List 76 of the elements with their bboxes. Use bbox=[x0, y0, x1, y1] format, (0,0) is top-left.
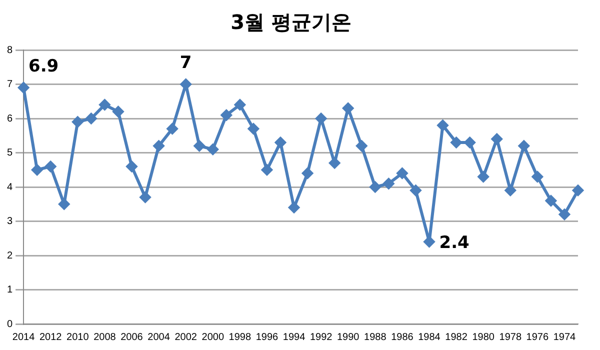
x-tick-label: 2008 bbox=[94, 332, 116, 343]
data-label: 7 bbox=[180, 53, 192, 74]
point bbox=[464, 136, 476, 148]
x-tick-label: 1974 bbox=[553, 332, 576, 343]
point bbox=[153, 140, 164, 152]
point bbox=[234, 99, 246, 110]
y-tick-label: 3 bbox=[7, 216, 13, 227]
point bbox=[478, 171, 489, 182]
point bbox=[207, 144, 218, 155]
point bbox=[437, 120, 448, 131]
point bbox=[248, 123, 259, 134]
point bbox=[342, 102, 354, 114]
point bbox=[274, 136, 286, 148]
x-tick-label: 2010 bbox=[66, 332, 90, 343]
point bbox=[424, 236, 435, 248]
point bbox=[112, 106, 124, 118]
point bbox=[126, 160, 138, 172]
point bbox=[572, 184, 584, 196]
x-tick-label: 1986 bbox=[391, 332, 414, 343]
point bbox=[370, 182, 381, 192]
point bbox=[504, 184, 516, 196]
point bbox=[383, 178, 394, 190]
y-tick-label: 6 bbox=[7, 113, 13, 124]
point bbox=[220, 110, 232, 121]
point bbox=[329, 158, 340, 169]
x-tick-label: 2012 bbox=[39, 332, 62, 343]
point bbox=[558, 208, 570, 220]
y-tick-label: 1 bbox=[7, 284, 13, 296]
x-tick-label: 1978 bbox=[499, 332, 522, 343]
x-tick-label: 1994 bbox=[282, 332, 306, 343]
point bbox=[518, 140, 530, 152]
x-tick-label: 1996 bbox=[256, 332, 279, 343]
point bbox=[166, 123, 178, 134]
point bbox=[72, 116, 84, 128]
point bbox=[86, 113, 97, 124]
point bbox=[58, 198, 70, 210]
x-tick-label: 1990 bbox=[336, 332, 360, 343]
point bbox=[261, 164, 272, 176]
x-tick-label: 2002 bbox=[174, 332, 198, 343]
point bbox=[545, 195, 556, 206]
y-tick-label: 0 bbox=[7, 318, 13, 330]
chart-title: 3월 평균기온 bbox=[230, 10, 352, 34]
x-tick-label: 1984 bbox=[418, 332, 441, 343]
data-label: 6.9 bbox=[28, 56, 59, 77]
data-label: 2.4 bbox=[439, 233, 470, 254]
point bbox=[180, 78, 192, 90]
point bbox=[32, 164, 43, 176]
point bbox=[194, 140, 205, 152]
x-tick-label: 2000 bbox=[202, 332, 224, 343]
x-tick-label: 1976 bbox=[526, 332, 549, 343]
x-tick-label: 2014 bbox=[12, 332, 36, 343]
point bbox=[316, 113, 327, 124]
y-tick-label: 7 bbox=[7, 79, 13, 90]
point bbox=[396, 168, 408, 179]
point bbox=[491, 134, 502, 145]
x-tick-label: 1980 bbox=[472, 332, 495, 343]
y-tick-label: 4 bbox=[7, 182, 13, 193]
x-tick-label: 2004 bbox=[148, 332, 170, 343]
x-tick-label: 1982 bbox=[445, 332, 468, 343]
point bbox=[288, 202, 300, 214]
point bbox=[356, 140, 368, 152]
point bbox=[302, 168, 314, 179]
point bbox=[140, 192, 151, 203]
y-tick-label: 5 bbox=[7, 148, 13, 158]
point bbox=[532, 171, 543, 182]
point bbox=[410, 184, 422, 196]
y-tick-label: 8 bbox=[7, 44, 13, 56]
point bbox=[45, 160, 56, 172]
point bbox=[18, 82, 30, 94]
y-tick-label: 2 bbox=[7, 250, 13, 262]
x-tick-label: 2006 bbox=[120, 332, 144, 343]
x-tick-label: 1988 bbox=[364, 332, 387, 343]
x-tick-label: 1992 bbox=[310, 332, 333, 343]
point bbox=[450, 136, 462, 148]
x-tick-label: 1998 bbox=[228, 332, 252, 343]
point bbox=[99, 99, 110, 110]
